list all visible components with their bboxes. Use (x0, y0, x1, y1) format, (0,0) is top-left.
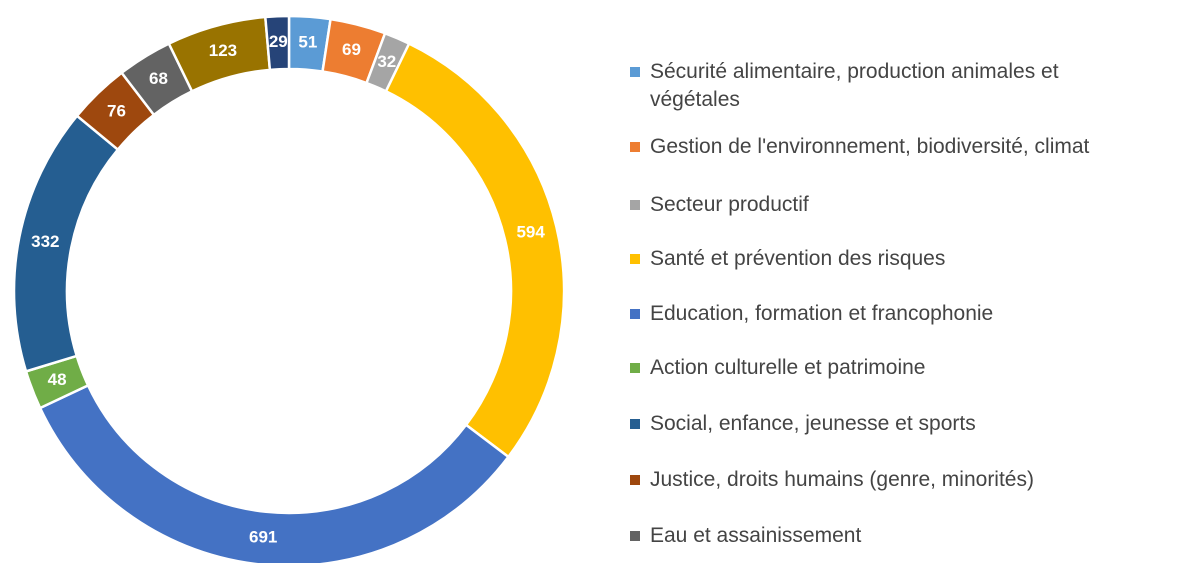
legend-label: Education, formation et francophonie (650, 302, 994, 325)
data-label: 29 (269, 32, 288, 51)
legend-label: Santé et prévention des risques (650, 247, 946, 270)
legend-item: Gestion de l'environnement, biodiversité… (630, 133, 1089, 161)
data-label: 594 (516, 222, 545, 241)
data-label: 76 (107, 102, 126, 121)
donut-chart: 51 69 32 594 691 48 332 76 68 123 29 (12, 14, 566, 563)
legend-swatch (630, 142, 640, 152)
data-label: 32 (377, 52, 396, 71)
legend-label: Sécurité alimentaire, production animale… (650, 60, 1059, 111)
legend-item: Sécurité alimentaire, production animale… (630, 58, 1130, 114)
slice (384, 41, 566, 459)
legend-swatch (630, 309, 640, 319)
legend-swatch (630, 419, 640, 429)
legend-swatch (630, 67, 640, 77)
legend-item: Secteur productif (630, 191, 809, 219)
legend-label: Justice, droits humains (genre, minorité… (650, 468, 1034, 491)
slice (12, 114, 120, 373)
legend-label: Eau et assainissement (650, 524, 862, 547)
data-label: 332 (31, 232, 59, 251)
legend-swatch (630, 254, 640, 264)
data-label: 123 (209, 41, 237, 60)
legend-item: Social, enfance, jeunesse et sports (630, 410, 976, 438)
data-label: 51 (298, 33, 317, 52)
legend-item: Santé et prévention des risques (630, 245, 945, 273)
legend-item: Education, formation et francophonie (630, 300, 993, 328)
data-label: 691 (249, 528, 277, 547)
legend-item: Action culturelle et patrimoine (630, 354, 925, 382)
legend-item: Justice, droits humains (genre, minorité… (630, 466, 1034, 494)
legend-swatch (630, 531, 640, 541)
legend-swatch (630, 363, 640, 373)
legend-label: Action culturelle et patrimoine (650, 356, 926, 379)
slice (263, 14, 291, 72)
data-label: 48 (48, 370, 67, 389)
legend-swatch (630, 475, 640, 485)
legend-swatch (630, 200, 640, 210)
data-label: 69 (342, 40, 361, 59)
data-label: 68 (149, 69, 168, 88)
legend-label: Social, enfance, jeunesse et sports (650, 412, 976, 435)
legend-label: Gestion de l'environnement, biodiversité… (650, 135, 1090, 158)
legend-label: Secteur productif (650, 193, 809, 216)
legend-item: Eau et assainissement (630, 522, 861, 550)
